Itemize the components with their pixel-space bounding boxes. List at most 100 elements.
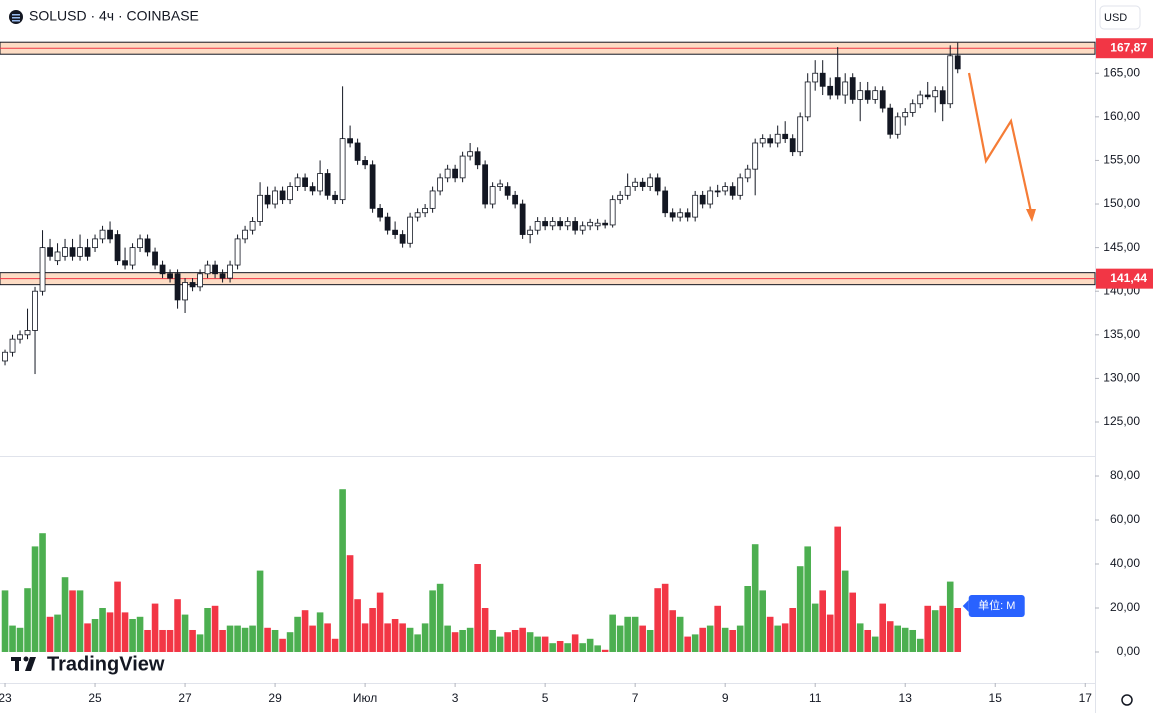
y-tick-label: 150,00 bbox=[1103, 196, 1140, 210]
candle-body bbox=[317, 173, 323, 192]
volume-bar bbox=[774, 625, 781, 652]
volume-bar bbox=[286, 632, 294, 652]
volume-bar bbox=[931, 610, 939, 652]
candle-body bbox=[354, 142, 361, 161]
candle-body bbox=[639, 181, 646, 187]
x-tick-label: 15 bbox=[989, 691, 1003, 705]
volume-bar bbox=[766, 616, 774, 652]
volume-bar bbox=[204, 607, 211, 652]
currency-label[interactable]: USD bbox=[1104, 12, 1127, 24]
candle-body bbox=[587, 221, 594, 227]
volume-bar bbox=[136, 616, 144, 652]
candle-body bbox=[369, 164, 376, 209]
volume-bar bbox=[39, 533, 46, 652]
candle-body bbox=[609, 199, 616, 226]
candle-body bbox=[692, 194, 699, 218]
candle-body bbox=[272, 190, 278, 205]
volume-bar bbox=[796, 566, 804, 652]
volume-bar bbox=[444, 625, 451, 652]
volume-bar bbox=[624, 616, 631, 652]
volume-bar bbox=[376, 592, 384, 652]
volume-bar bbox=[324, 623, 331, 652]
volume-y-tick-label: 40,00 bbox=[1110, 556, 1140, 570]
volume-bar bbox=[91, 618, 99, 652]
candle-body bbox=[744, 168, 751, 179]
volume-bar bbox=[181, 614, 189, 652]
volume-bar bbox=[61, 577, 69, 652]
volume-unit-label: 单位: M bbox=[978, 598, 1015, 612]
settings-icon[interactable] bbox=[1121, 694, 1133, 706]
volume-bar bbox=[436, 583, 444, 652]
candle-body bbox=[789, 138, 796, 153]
candle-body bbox=[47, 247, 53, 257]
candle-body bbox=[677, 212, 684, 218]
volume-bar bbox=[226, 625, 234, 652]
candle-body bbox=[302, 177, 308, 187]
candle-body bbox=[92, 238, 98, 249]
candle-body bbox=[482, 164, 489, 205]
candle-body bbox=[77, 247, 83, 257]
volume-bar bbox=[121, 612, 129, 652]
candle-body bbox=[894, 116, 901, 135]
volume-bar bbox=[744, 585, 751, 652]
candle-body bbox=[924, 94, 931, 98]
candle-body bbox=[84, 247, 91, 257]
y-tick-label: 135,00 bbox=[1103, 327, 1140, 341]
volume-bar bbox=[504, 632, 511, 652]
volume-bar bbox=[699, 627, 706, 652]
volume-bar bbox=[834, 526, 841, 652]
volume-bar bbox=[564, 643, 571, 652]
candle-body bbox=[452, 168, 459, 179]
volume-bar bbox=[586, 638, 594, 652]
candle-body bbox=[444, 168, 451, 179]
candle-body bbox=[707, 190, 714, 205]
candle-body bbox=[917, 94, 924, 105]
candle-body bbox=[339, 138, 346, 201]
y-tick-label: 165,00 bbox=[1103, 65, 1140, 79]
candle-body bbox=[564, 221, 571, 227]
candle-body bbox=[512, 194, 519, 205]
candle-body bbox=[864, 90, 871, 100]
candle-body bbox=[842, 81, 849, 96]
volume-bar bbox=[631, 616, 639, 652]
volume-bar bbox=[639, 625, 646, 652]
candle-body bbox=[714, 190, 721, 193]
volume-bar bbox=[894, 625, 902, 652]
candle-body bbox=[347, 138, 353, 144]
candle-body bbox=[414, 212, 421, 218]
volume-bar bbox=[481, 607, 489, 652]
symbol-icon-stripe bbox=[12, 17, 20, 19]
candle-body bbox=[797, 116, 804, 153]
currency-button[interactable] bbox=[1099, 5, 1141, 30]
volume-bar bbox=[706, 625, 714, 652]
volume-bar bbox=[294, 616, 301, 652]
volume-bar bbox=[946, 581, 954, 652]
level-price-box bbox=[1096, 268, 1153, 289]
volume-bar bbox=[459, 629, 466, 652]
volume-bar bbox=[9, 625, 16, 652]
brand-name: TradingView bbox=[47, 653, 165, 675]
x-tick-label: 29 bbox=[268, 691, 282, 705]
volume-bar bbox=[534, 636, 541, 652]
candle-body bbox=[939, 90, 946, 105]
volume-bar bbox=[384, 623, 391, 652]
candle-body bbox=[159, 264, 166, 275]
candle-body bbox=[324, 173, 331, 196]
y-tick-label: 130,00 bbox=[1103, 371, 1140, 385]
candle-body bbox=[114, 234, 121, 262]
volumes bbox=[1, 489, 962, 652]
candle-body bbox=[654, 177, 661, 192]
candle-body bbox=[54, 251, 61, 262]
candle-body bbox=[737, 177, 744, 196]
volume-bar bbox=[54, 614, 61, 652]
candle-body bbox=[32, 290, 38, 331]
volume-bar bbox=[414, 634, 421, 652]
symbol-icon-stripe bbox=[12, 14, 20, 16]
volume-bar bbox=[106, 612, 114, 652]
volume-bar bbox=[249, 625, 256, 652]
x-tick-label: 13 bbox=[899, 691, 913, 705]
candle-body bbox=[362, 160, 369, 166]
volume-bar bbox=[399, 623, 406, 652]
candle-body bbox=[242, 229, 248, 240]
